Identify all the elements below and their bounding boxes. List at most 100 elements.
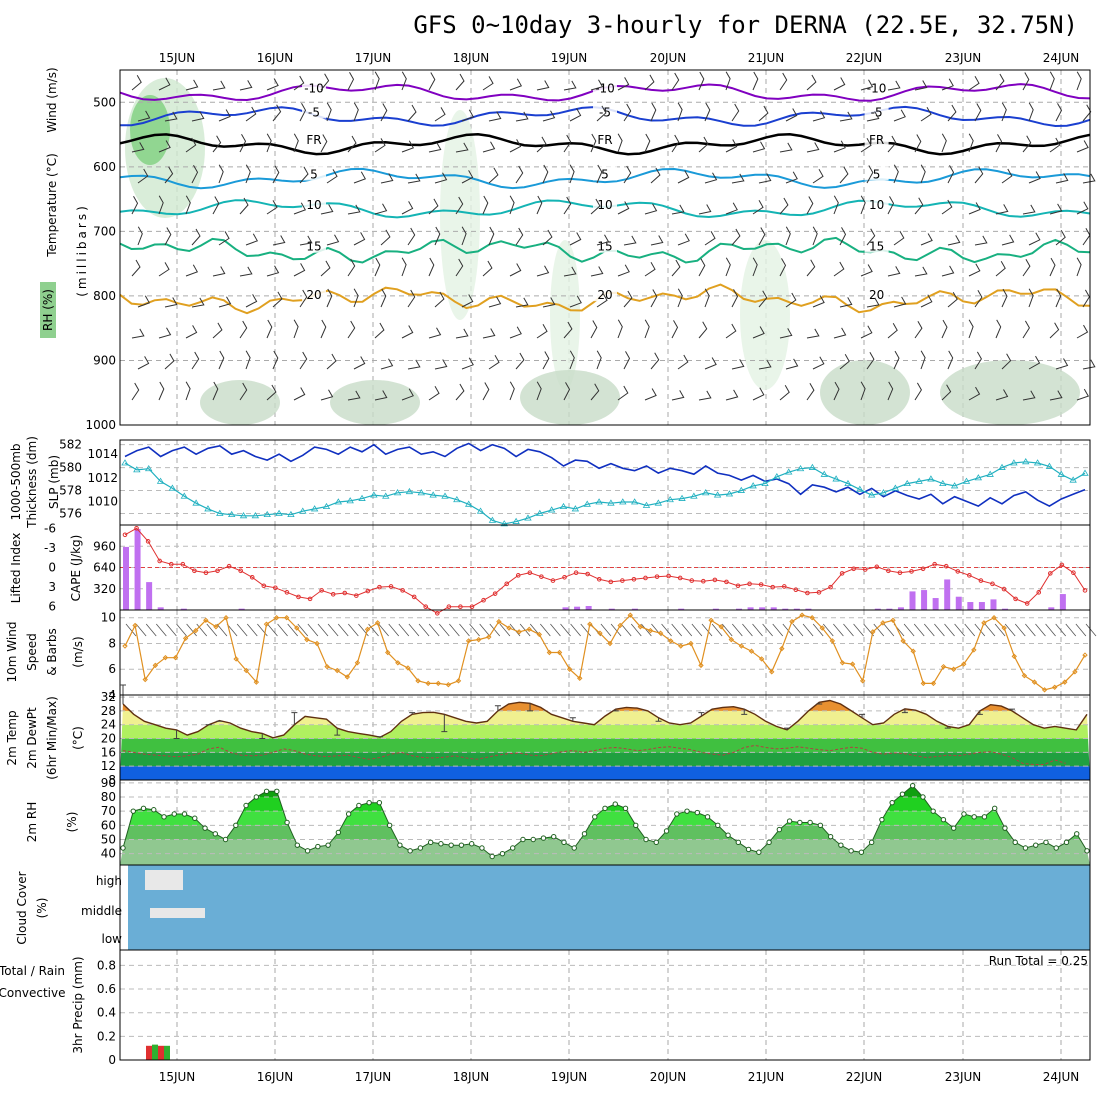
isotherm-label: 20 [306,288,321,302]
li-marker [284,590,290,595]
thickness-marker [1069,476,1077,483]
rh-marker [899,791,906,797]
li-marker [215,568,220,574]
date-label-top: 16JUN [257,51,294,65]
wind-barb [1028,171,1041,184]
thickness-marker [619,498,627,505]
wind-barb [515,227,524,246]
rh-marker [776,826,783,833]
wind-barb [272,235,286,246]
thickness-marker [1022,458,1030,465]
thickness-marker [808,463,817,470]
rh-shading [520,370,620,425]
wind-barb [380,288,387,308]
wind-barb [833,140,846,153]
wind-speed-marker [435,680,441,687]
wind-barb [1076,71,1082,91]
thickness-marker [666,495,674,503]
wind-barb [644,388,657,401]
rh-marker [674,811,680,817]
wind-barb [623,290,633,308]
date-label-top: 24JUN [1043,51,1080,65]
wind-speed-marker [678,643,684,649]
wind-barb [326,102,332,122]
wind-barb [1022,204,1036,215]
wind-barb [617,264,630,277]
pressure-tick: 1000 [85,418,116,432]
rh-tick: 50 [101,833,116,847]
rh-marker [612,801,618,807]
wind-barb [887,196,895,215]
wind-barb [731,228,741,246]
cape-bar [1048,607,1055,610]
wind-speed-marker [657,630,664,636]
wind-barb [947,165,955,184]
isotherm-label-bg [593,80,617,95]
wind-speed-marker [859,678,866,684]
wind-barb [353,288,359,308]
wind-barb [1049,257,1056,277]
rh-marker [817,822,824,829]
li-marker [226,563,232,569]
wind-barb [941,133,947,153]
wind-barb [320,319,327,339]
cloud-level-label: high [96,874,122,888]
wind-barb [1049,71,1055,91]
wind-barb [1001,168,1013,184]
li-marker [816,590,822,595]
surface-wind-barb [206,623,218,637]
wind-barb [623,103,632,122]
thickness-marker [168,484,177,491]
cape-bar [874,608,881,610]
temp-label-1: 2m Temp [5,710,19,765]
wind-barb [266,384,277,401]
thickness-tick: 580 [59,461,82,475]
wind-barb [455,383,465,401]
rh-marker [571,845,577,851]
rh-shading [200,380,280,425]
wind-barb [731,289,739,308]
surface-wind-barb [742,623,753,637]
rh-marker [530,836,536,843]
surface-wind-barb [782,623,794,637]
wind-barb [617,319,623,339]
cape-bar [747,607,754,610]
wind-barb [833,195,839,215]
wind-barb [1022,320,1030,339]
rh-marker [786,818,793,824]
wind-barb [968,386,981,401]
thickness-marker [417,489,426,496]
wind-speed-marker [718,624,724,630]
rh-marker [1022,845,1029,851]
thickness-marker [1010,459,1018,466]
wind-speed-marker [455,678,462,684]
rh-marker [704,814,711,820]
wind-speed-marker [930,680,937,687]
thickness-marker [192,499,200,506]
wind-barb [725,389,739,401]
wind-barb [428,72,436,91]
cape-bar [608,608,615,610]
wind-barb [374,257,381,277]
wind-barb [461,357,474,370]
surface-wind-barb [297,623,309,637]
wind-barb [704,172,718,184]
date-label-bottom: 20JUN [650,1070,687,1084]
li-marker [955,569,961,574]
rh-marker [304,848,311,854]
wind-barb [401,140,415,153]
li-marker [1048,571,1053,576]
pressure-tick: 800 [93,289,116,303]
wind-barb [191,165,199,184]
minmax-whisker [441,714,448,733]
minmax-whisker [334,728,341,736]
wind-barb [272,350,279,370]
wind-speed-marker [870,629,876,635]
isotherm-label: 10 [869,198,884,212]
cape-bar [759,607,766,610]
rh-marker [766,839,772,846]
wind-barb [239,382,248,401]
thickness-marker [927,475,935,482]
wind-barb [320,204,334,215]
wind-speed-marker [425,680,431,687]
